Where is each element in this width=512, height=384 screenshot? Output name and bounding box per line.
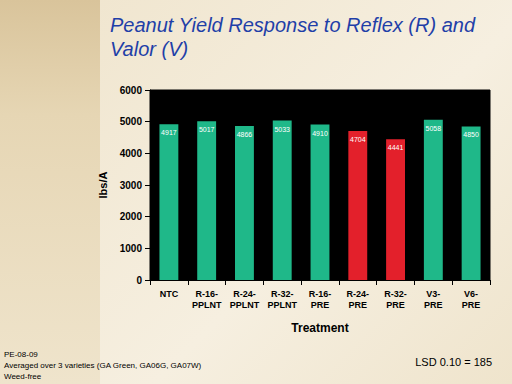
svg-text:4441: 4441 (388, 144, 404, 151)
svg-text:LSD 0.10 = 185: LSD 0.10 = 185 (415, 356, 492, 368)
svg-text:3000: 3000 (120, 180, 143, 191)
svg-text:4910: 4910 (312, 130, 328, 137)
svg-text:5033: 5033 (274, 126, 290, 133)
svg-text:1000: 1000 (120, 243, 143, 254)
svg-text:4866: 4866 (237, 131, 253, 138)
svg-text:4850: 4850 (463, 131, 479, 138)
svg-text:PRE: PRE (424, 300, 443, 310)
svg-text:2000: 2000 (120, 211, 143, 222)
svg-text:PRE: PRE (462, 300, 481, 310)
svg-text:PRE: PRE (349, 300, 368, 310)
svg-text:R-24-: R-24- (233, 289, 256, 299)
svg-text:Weed-free: Weed-free (4, 372, 42, 381)
svg-text:5017: 5017 (199, 126, 215, 133)
svg-text:NTC: NTC (160, 289, 179, 299)
svg-text:Valor (V): Valor (V) (110, 38, 188, 60)
svg-text:5058: 5058 (426, 125, 442, 132)
svg-text:4000: 4000 (120, 148, 143, 159)
svg-text:PPLNT: PPLNT (192, 300, 222, 310)
svg-text:lbs/A: lbs/A (97, 172, 109, 199)
svg-text:R-16-: R-16- (195, 289, 218, 299)
svg-text:R-24-: R-24- (347, 289, 370, 299)
svg-text:PPLNT: PPLNT (267, 300, 297, 310)
svg-text:5000: 5000 (120, 116, 143, 127)
svg-text:R-32-: R-32- (271, 289, 294, 299)
svg-text:0: 0 (136, 275, 142, 286)
svg-text:PRE: PRE (311, 300, 330, 310)
svg-text:4704: 4704 (350, 136, 366, 143)
svg-text:PPLNT: PPLNT (230, 300, 260, 310)
svg-text:Treatment: Treatment (291, 321, 348, 335)
svg-text:V3-: V3- (426, 289, 440, 299)
svg-text:PRE: PRE (386, 300, 405, 310)
svg-text:4917: 4917 (161, 129, 177, 136)
svg-text:6000: 6000 (120, 85, 143, 96)
svg-text:PE-08-09: PE-08-09 (4, 350, 38, 359)
svg-text:R-32-: R-32- (384, 289, 407, 299)
svg-text:Peanut Yield Response to Refle: Peanut Yield Response to Reflex (R) and (110, 14, 476, 36)
svg-text:V6-: V6- (464, 289, 478, 299)
svg-text:Averaged over 3 varieties (GA: Averaged over 3 varieties (GA Green, GA0… (4, 361, 202, 370)
svg-text:R-16-: R-16- (309, 289, 332, 299)
